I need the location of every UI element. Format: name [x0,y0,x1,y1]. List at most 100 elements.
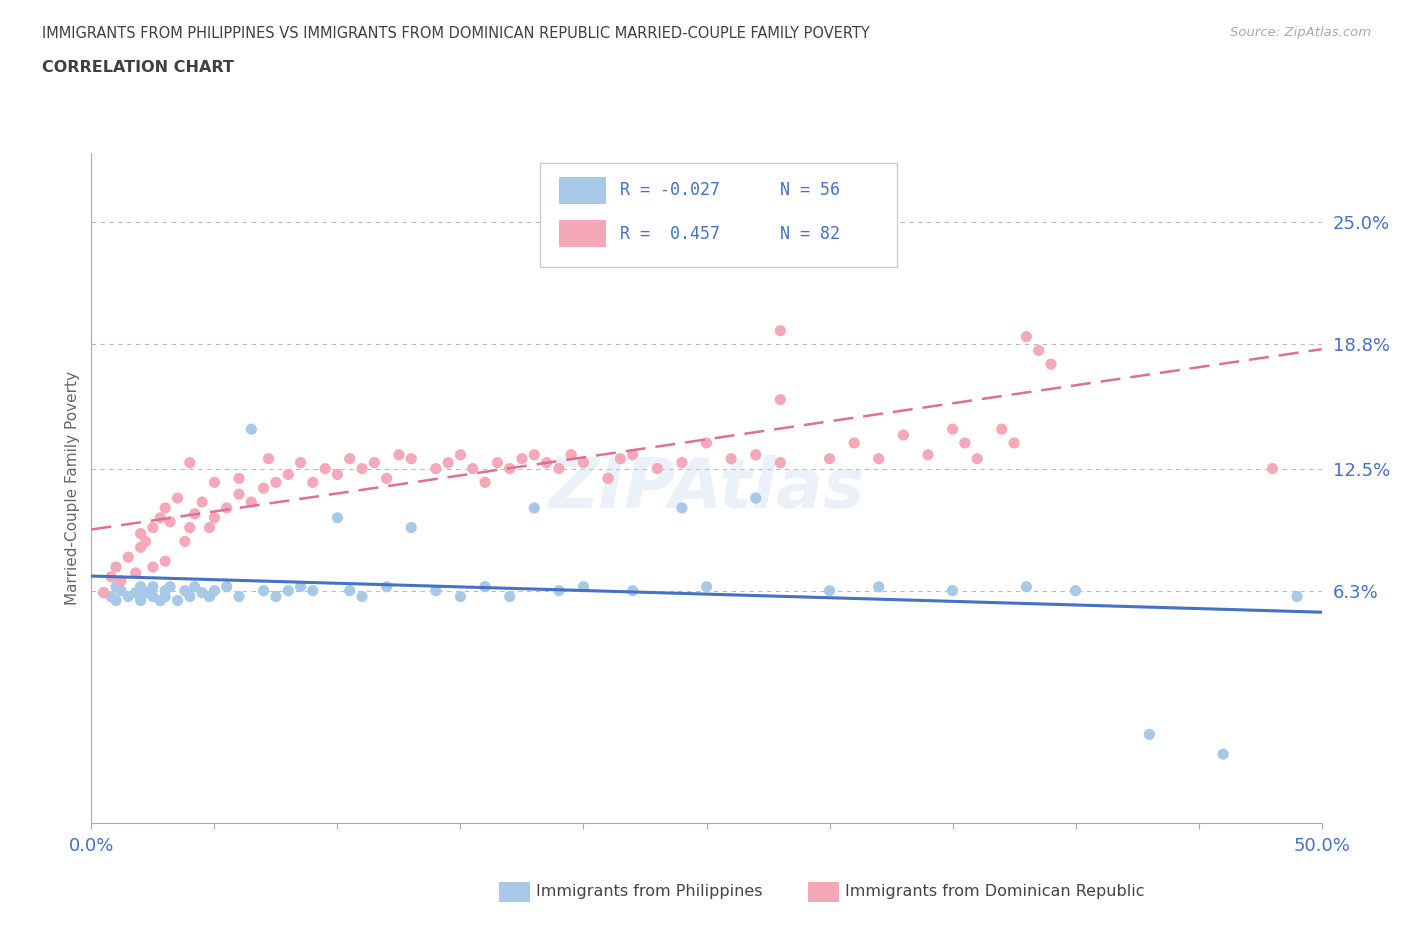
Point [124,585,146,600]
Point [100,589,122,604]
Text: Immigrants from Dominican Republic: Immigrants from Dominican Republic [845,884,1144,899]
Point [326,467,349,482]
Point [375,579,398,594]
Point [183,579,207,594]
Point [339,451,361,466]
Point [671,500,693,515]
Point [159,514,181,529]
Point [596,471,619,485]
Point [425,461,447,476]
Point [842,239,865,254]
Point [1028,343,1050,358]
Point [135,585,156,600]
Point [326,511,349,525]
Point [891,428,914,443]
Point [191,495,214,510]
Point [149,511,172,525]
Point [105,579,127,594]
Point [425,583,447,598]
Point [1212,747,1234,762]
Point [159,579,181,594]
Point [174,583,197,598]
Point [536,455,558,470]
Point [645,461,669,476]
Point [621,583,644,598]
Point [129,526,152,541]
Point [215,500,238,515]
Point [510,451,533,466]
Point [202,475,225,490]
Point [1015,579,1038,594]
Point [523,500,546,515]
Point [769,324,792,339]
Point [228,471,250,485]
Bar [558,220,606,247]
Point [953,435,976,450]
Point [166,491,188,506]
Point [547,583,569,598]
Point [301,583,323,598]
Point [671,455,693,470]
Text: CORRELATION CHART: CORRELATION CHART [42,60,233,75]
Point [301,475,323,490]
Point [153,583,177,598]
Point [449,447,471,462]
Point [129,540,152,555]
Point [135,534,156,549]
Point [179,455,201,470]
Point [198,520,221,535]
Point [621,447,644,462]
Point [941,421,963,436]
Text: IMMIGRANTS FROM PHILIPPINES VS IMMIGRANTS FROM DOMINICAN REPUBLIC MARRIED-COUPLE: IMMIGRANTS FROM PHILIPPINES VS IMMIGRANT… [42,26,870,41]
Text: R = -0.027: R = -0.027 [620,181,720,199]
Point [745,491,768,506]
Point [352,589,374,604]
Text: N = 56: N = 56 [780,181,841,199]
Point [399,520,422,535]
Point [596,471,619,485]
Point [572,455,595,470]
Point [142,520,165,535]
Point [745,447,768,462]
Point [179,520,201,535]
Point [449,589,471,604]
Point [917,447,939,462]
Point [290,579,312,594]
Point [129,593,152,608]
Point [100,569,122,584]
Point [498,461,520,476]
Point [1285,589,1308,604]
Point [720,451,742,466]
Point [228,486,250,501]
Point [1139,727,1161,742]
Point [461,461,484,476]
Point [110,574,132,589]
Point [695,579,717,594]
Point [388,447,411,462]
Point [868,579,890,594]
Point [818,451,841,466]
Point [842,435,865,450]
Point [129,579,152,594]
Point [174,534,197,549]
Point [277,467,299,482]
Point [264,475,287,490]
Point [257,451,280,466]
Point [523,447,546,462]
Point [314,461,336,476]
Point [142,560,165,575]
Point [264,589,287,604]
Point [253,481,276,496]
Point [228,589,250,604]
Point [215,579,238,594]
Point [142,579,165,594]
Point [769,455,792,470]
Point [149,593,172,608]
Point [153,500,177,515]
Point [277,583,299,598]
Point [868,451,890,466]
Point [375,471,398,485]
Point [399,451,422,466]
Point [547,461,569,476]
Point [474,579,496,594]
